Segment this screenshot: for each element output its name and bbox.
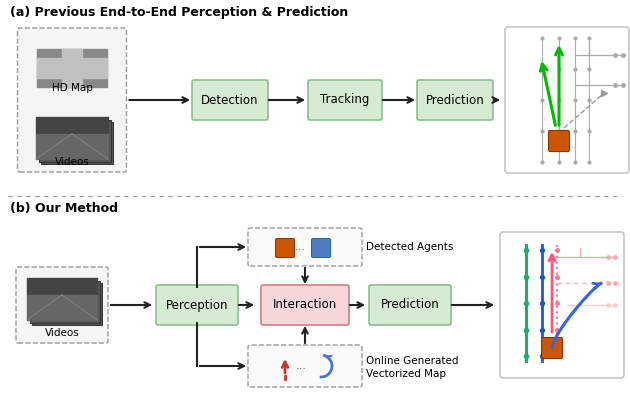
FancyBboxPatch shape xyxy=(275,238,294,258)
FancyBboxPatch shape xyxy=(192,80,268,120)
Text: (b) Our Method: (b) Our Method xyxy=(10,202,118,215)
FancyBboxPatch shape xyxy=(41,122,113,164)
FancyBboxPatch shape xyxy=(549,131,570,152)
Text: Videos: Videos xyxy=(45,328,79,338)
Text: Videos: Videos xyxy=(55,157,89,167)
FancyBboxPatch shape xyxy=(248,228,362,266)
Text: Detected Agents: Detected Agents xyxy=(366,242,454,252)
FancyBboxPatch shape xyxy=(369,285,451,325)
FancyBboxPatch shape xyxy=(505,27,629,173)
Text: Vectorized Map: Vectorized Map xyxy=(366,369,446,379)
Text: Online Generated: Online Generated xyxy=(366,356,459,366)
Text: ...: ... xyxy=(295,361,306,371)
FancyBboxPatch shape xyxy=(37,49,107,87)
FancyBboxPatch shape xyxy=(311,238,331,258)
Text: Tracking: Tracking xyxy=(320,94,370,107)
Text: Prediction: Prediction xyxy=(426,94,484,107)
FancyBboxPatch shape xyxy=(36,117,108,159)
FancyBboxPatch shape xyxy=(27,278,97,320)
FancyBboxPatch shape xyxy=(308,80,382,120)
FancyBboxPatch shape xyxy=(39,120,111,162)
FancyBboxPatch shape xyxy=(261,285,349,325)
Text: Interaction: Interaction xyxy=(273,298,337,312)
FancyBboxPatch shape xyxy=(30,281,100,323)
FancyBboxPatch shape xyxy=(500,232,624,378)
Text: Prediction: Prediction xyxy=(381,298,439,312)
FancyBboxPatch shape xyxy=(156,285,238,325)
FancyBboxPatch shape xyxy=(542,338,563,359)
FancyBboxPatch shape xyxy=(248,345,362,387)
Text: ...: ... xyxy=(295,242,306,252)
Text: HD Map: HD Map xyxy=(52,83,93,93)
Text: Perception: Perception xyxy=(166,298,228,312)
FancyBboxPatch shape xyxy=(32,283,102,325)
FancyBboxPatch shape xyxy=(16,267,108,343)
FancyBboxPatch shape xyxy=(18,28,127,172)
Text: Detection: Detection xyxy=(201,94,259,107)
FancyBboxPatch shape xyxy=(417,80,493,120)
Text: (a) Previous End-to-End Perception & Prediction: (a) Previous End-to-End Perception & Pre… xyxy=(10,6,348,19)
